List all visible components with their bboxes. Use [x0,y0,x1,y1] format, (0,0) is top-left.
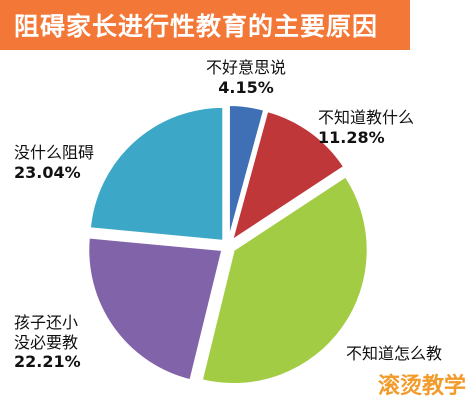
pie-slice-embarrassed [227,104,266,240]
slice-label-dont-know-how: 不知道怎么教 [346,344,442,364]
slice-label-embarrassed: 不好意思说 4.15% [206,58,286,97]
chart-title-banner: 阻碍家长进行性教育的主要原因 [0,0,410,50]
watermark: 滚烫教学 [377,374,466,399]
slice-value: 11.28% [318,127,385,147]
pie-slice-child-too-young [87,236,224,382]
slice-name: 没什么阻碍 [14,143,95,162]
pie-slice-no-obstacle [88,105,225,242]
slice-label-child-too-young: 孩子还小 没必要教 22.21% [14,313,81,372]
slice-value: 23.04% [14,162,81,182]
slice-name: 不知道怎么教 [346,344,443,363]
slice-value: 4.15% [218,77,274,97]
slice-label-no-obstacle: 没什么阻碍 23.04% [14,143,94,182]
slice-name-line-1: 孩子还小 [14,313,79,332]
slice-label-dont-know-what: 不知道教什么 11.28% [318,108,414,147]
pie-slice-dont-know-how [200,175,369,385]
pie-slice-dont-know-what [230,109,346,243]
chart-title: 阻碍家长进行性教育的主要原因 [14,12,379,41]
slice-name: 不好意思说 [206,58,287,77]
slice-name: 不知道教什么 [318,108,415,127]
slice-value: 22.21% [14,352,81,372]
slice-name-line-2: 没必要教 [14,332,79,352]
